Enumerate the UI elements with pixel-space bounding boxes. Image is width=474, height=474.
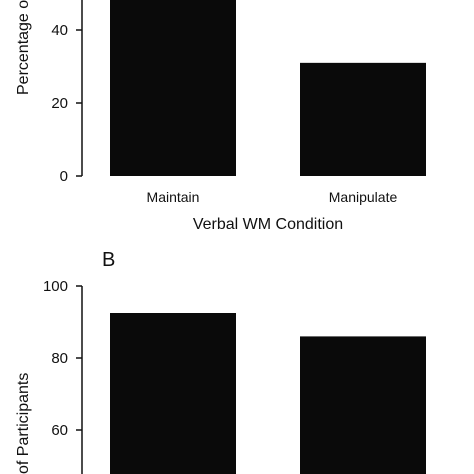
panel-b-bar-2	[300, 336, 426, 474]
panel-b-tick-label-60: 60	[51, 422, 68, 439]
panel-a-tick-label-0: 0	[60, 168, 68, 185]
panel-a-y-axis-title: Percentage o	[15, 0, 32, 95]
panel-a: 40 20 0 Percentage o Maintain Manipulate…	[15, 0, 426, 233]
panel-a-x-axis-title: Verbal WM Condition	[193, 216, 343, 233]
panel-a-category-label-maintain: Maintain	[147, 189, 200, 205]
panel-a-category-label-manipulate: Manipulate	[329, 189, 398, 205]
panel-b-bar-1	[110, 313, 236, 474]
panel-a-bar-maintain	[110, 0, 236, 176]
panel-b-y-axis-title: of Participants	[15, 373, 32, 474]
panel-a-bar-manipulate	[300, 62, 426, 176]
panel-a-tick-label-40: 40	[51, 22, 68, 39]
panel-b-tick-label-80: 80	[51, 350, 68, 367]
panel-a-tick-label-20: 20	[51, 95, 68, 112]
panel-b: B 100 80 60 of Participants	[15, 249, 426, 474]
panel-b-tick-label-100: 100	[43, 278, 68, 295]
panel-b-label: B	[102, 249, 115, 271]
